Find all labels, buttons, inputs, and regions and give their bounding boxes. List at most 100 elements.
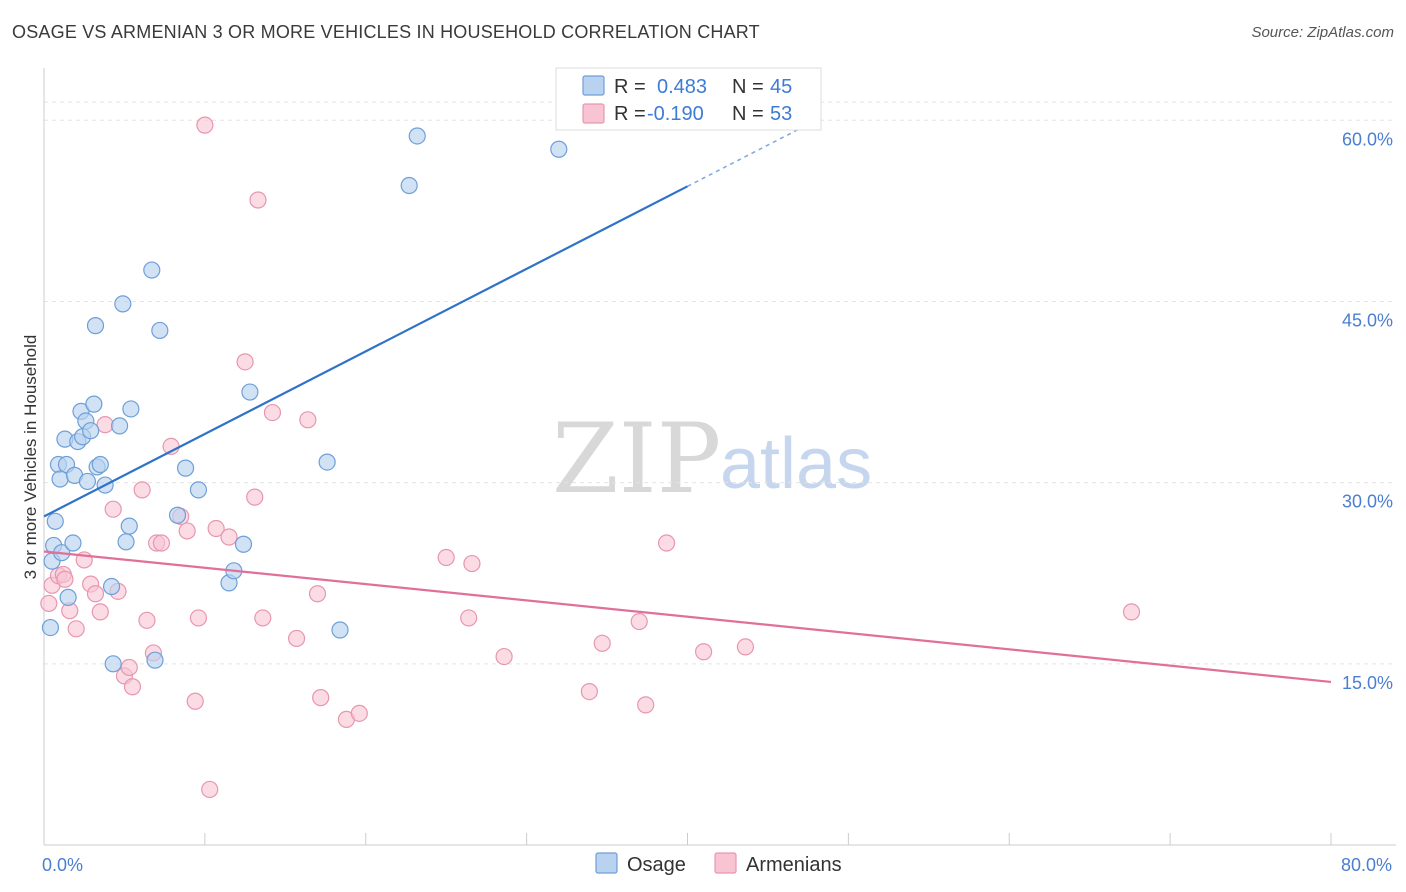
armenian-point	[463, 554, 481, 573]
armenian-point	[152, 534, 171, 552]
legend-r-value-armenian: -0.190	[647, 103, 704, 125]
armenian-point	[123, 678, 142, 696]
osage-point	[78, 472, 97, 491]
armenian-point	[86, 585, 105, 603]
armenian-point	[308, 585, 327, 603]
armenian-point	[236, 353, 254, 371]
armenian-point	[495, 647, 513, 666]
armenian-point	[312, 689, 330, 707]
osage-point	[176, 459, 195, 477]
osage-point	[143, 261, 161, 279]
osage-point	[189, 481, 208, 499]
osage-trend-extension	[687, 119, 817, 188]
osage-point	[111, 417, 129, 435]
armenian-point	[287, 629, 306, 648]
armenian-point	[593, 634, 611, 652]
osage-point	[41, 618, 60, 637]
armenian-point	[120, 658, 138, 677]
armenian-point	[736, 638, 755, 656]
osage-point	[168, 506, 187, 524]
osage-point	[91, 455, 109, 474]
armenian-trend-line	[43, 550, 1332, 684]
osage-trend-line	[43, 185, 689, 518]
axes	[43, 68, 1396, 846]
armenian-point	[196, 116, 214, 134]
x-tick-label-min: 0.0%	[42, 855, 83, 875]
osage-point	[46, 512, 64, 530]
armenian-point	[580, 682, 598, 701]
osage-point	[117, 533, 135, 551]
armenian-point	[133, 481, 151, 499]
legend-label-armenian: Armenians	[746, 854, 842, 876]
y-tick-label: 45.0%	[1342, 310, 1393, 330]
osage-point	[51, 470, 69, 488]
armenian-point	[246, 488, 264, 506]
osage-point	[64, 534, 82, 552]
osage-point	[241, 383, 259, 401]
osage-point	[234, 535, 253, 553]
legend-n-label-armenian: N =	[732, 103, 764, 125]
osage-point	[550, 140, 568, 158]
armenian-point	[350, 704, 368, 722]
armenian-point	[201, 780, 219, 799]
series-legend: Osage Armenians	[595, 852, 842, 876]
legend-n-value-armenian: 53	[770, 103, 792, 125]
legend-swatch-armenian	[582, 103, 605, 124]
armenian-point	[40, 594, 58, 613]
osage-point	[114, 295, 132, 313]
armenian-point	[437, 548, 455, 567]
armenian-point	[91, 603, 109, 621]
armenian-point	[186, 692, 204, 710]
x-tick-label-max: 80.0%	[1341, 855, 1392, 875]
armenian-point	[67, 620, 85, 638]
armenian-point	[207, 519, 225, 538]
y-tick-label: 15.0%	[1342, 673, 1393, 693]
y-tick-label: 30.0%	[1342, 492, 1393, 512]
osage-point	[104, 655, 122, 673]
watermark-zip: ZIP	[552, 403, 721, 515]
osage-point	[59, 588, 77, 606]
osage-point	[146, 651, 164, 669]
osage-point	[120, 517, 138, 535]
armenian-point	[254, 609, 272, 627]
armenian-point	[104, 500, 122, 518]
legend-swatch-osage	[582, 75, 605, 96]
source-credit: Source: ZipAtlas.com	[1251, 24, 1394, 41]
legend-r-value-osage: 0.483	[657, 76, 707, 98]
osage-point	[82, 422, 100, 440]
armenian-point	[249, 191, 267, 209]
armenian-point	[263, 403, 282, 422]
armenian-point	[189, 609, 208, 627]
legend-r-label-osage: R =	[614, 76, 646, 98]
osage-point	[102, 577, 121, 596]
armenian-point	[96, 416, 114, 434]
correlation-legend: R = 0.483 N = 45 R = -0.190 N = 53	[555, 67, 822, 131]
armenian-point	[637, 696, 655, 714]
osage-point	[331, 621, 349, 639]
x-axis-ticks	[43, 833, 1332, 845]
osage-point	[408, 127, 426, 145]
osage-point	[151, 321, 169, 340]
legend-n-value-osage: 45	[770, 76, 792, 98]
legend-r-label-armenian: R =	[614, 103, 646, 125]
armenian-point	[178, 522, 196, 540]
armenian-point	[657, 534, 676, 552]
armenian-point	[630, 612, 648, 631]
osage-point	[85, 395, 103, 413]
legend-swatch-armenian-bottom	[714, 852, 737, 874]
armenian-point	[460, 609, 478, 627]
legend-swatch-osage-bottom	[595, 852, 618, 874]
armenian-point	[694, 643, 713, 661]
gridlines	[44, 101, 1396, 665]
armenian-point	[220, 528, 238, 546]
osage-point	[400, 176, 418, 195]
legend-label-osage: Osage	[627, 854, 686, 876]
osage-point	[86, 317, 105, 335]
armenian-point	[56, 570, 74, 588]
watermark-atlas: atlas	[720, 424, 872, 504]
osage-point	[318, 453, 336, 471]
y-axis-tick-labels: 15.0% 30.0% 45.0% 60.0%	[1342, 129, 1393, 693]
armenian-point	[138, 611, 156, 629]
chart-title: OSAGE VS ARMENIAN 3 OR MORE VEHICLES IN …	[12, 22, 760, 42]
